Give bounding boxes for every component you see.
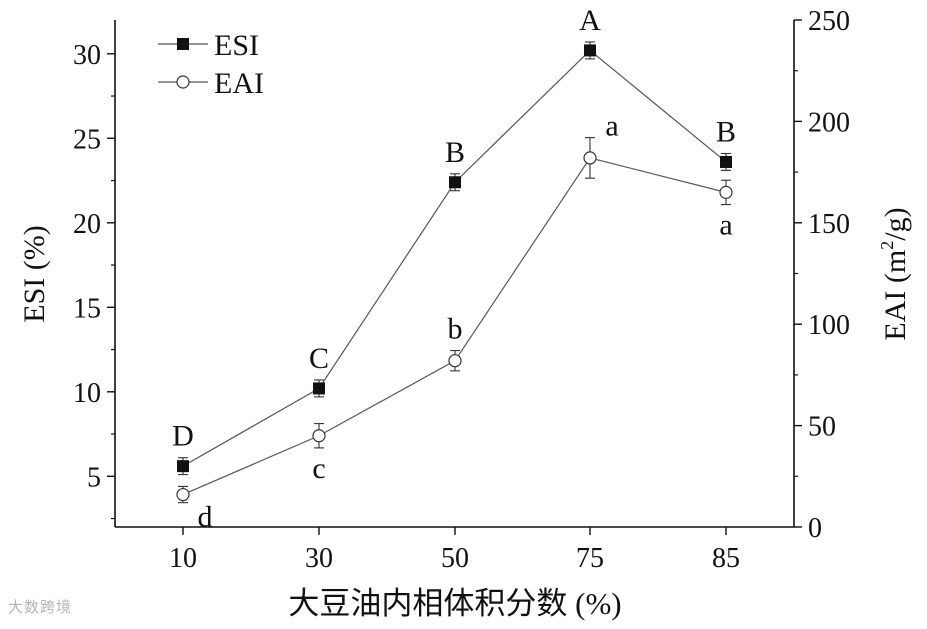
legend-label-eai: EAI [214, 67, 264, 100]
x-tick-label: 85 [712, 543, 740, 574]
letter-eai: d [198, 501, 213, 534]
series-layer [176, 41, 733, 504]
series-line-esi [182, 49, 727, 467]
left-y-axis: 5 10 15 20 25 30 [73, 40, 115, 520]
right-y-axis-label: EAI (m2/g) [877, 207, 912, 340]
left-tick-label: 15 [73, 293, 101, 324]
x-tick-label: 10 [169, 543, 197, 574]
watermark: 大数跨境 [8, 598, 73, 616]
letter-eai: c [312, 452, 325, 485]
left-y-axis-label: ESI (%) [18, 225, 51, 322]
x-tick-label: 75 [576, 543, 604, 574]
left-tick-label: 20 [73, 209, 101, 240]
letter-eai: b [448, 313, 463, 346]
data-point-esi [313, 382, 325, 395]
letter-esi: D [172, 420, 194, 453]
legend-label-esi: ESI [214, 29, 259, 62]
letter-esi: B [445, 136, 465, 169]
right-tick-label: 250 [808, 6, 850, 37]
data-point-esi [584, 44, 596, 57]
data-point-esi [449, 176, 461, 189]
series-eai [176, 137, 733, 504]
legend-item-eai: EAI [158, 67, 264, 100]
right-tick-label: 0 [808, 513, 822, 544]
data-point-eai [583, 151, 597, 165]
right-tick-label: 50 [808, 412, 836, 443]
left-tick-label: 30 [73, 40, 101, 71]
letter-esi: B [716, 116, 736, 149]
data-point-eai [448, 354, 462, 368]
legend-item-esi: ESI [158, 29, 259, 62]
right-y-axis: 0 50 100 150 200 250 [794, 6, 850, 544]
left-tick-label: 25 [73, 124, 101, 155]
right-tick-label: 150 [808, 209, 850, 240]
right-tick-label: 200 [808, 107, 850, 138]
letter-eai: a [605, 110, 618, 143]
x-tick-label: 50 [441, 543, 469, 574]
data-point-esi [720, 155, 732, 168]
letter-esi: A [579, 4, 601, 37]
left-tick-label: 10 [73, 378, 101, 409]
significance-letters: D C B A Bd c b a a [172, 4, 736, 534]
x-axis-label: 大豆油内相体积分数 (%) [288, 586, 621, 621]
data-point-esi [177, 460, 189, 473]
data-point-eai [176, 487, 190, 502]
x-axis: 10 30 50 75 85 [169, 527, 740, 574]
letter-eai: a [719, 209, 732, 242]
left-tick-label: 5 [87, 462, 101, 493]
letter-esi: C [309, 342, 329, 375]
data-point-eai [719, 185, 733, 199]
x-tick-label: 30 [305, 543, 333, 574]
legend: ESI EAI [158, 29, 264, 100]
data-point-eai [312, 429, 326, 443]
right-tick-label: 100 [808, 310, 850, 341]
series-esi [177, 41, 732, 476]
